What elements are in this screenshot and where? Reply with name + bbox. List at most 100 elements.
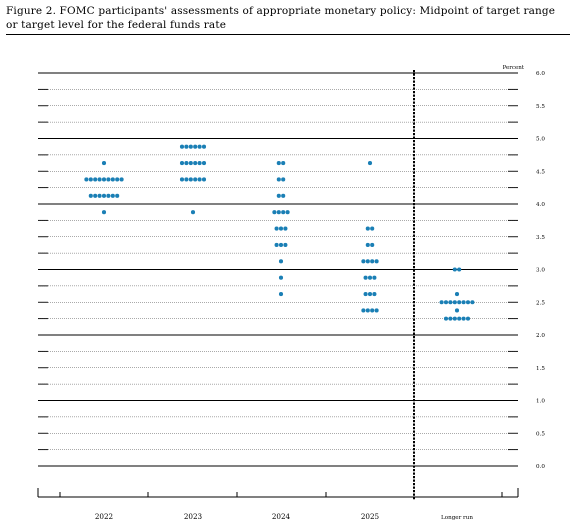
participant-dot xyxy=(439,300,444,305)
participant-dot xyxy=(93,177,98,182)
participant-dot xyxy=(278,259,284,264)
participant-dot xyxy=(119,177,124,182)
figure-title: Figure 2. FOMC participants' assessments… xyxy=(6,5,556,31)
participant-dot xyxy=(276,161,281,166)
participant-dot xyxy=(110,177,115,182)
participant-dot xyxy=(193,161,198,166)
participant-dot xyxy=(193,144,198,149)
y-tick-label: 2.5 xyxy=(536,300,545,306)
y-tick-label: 3.5 xyxy=(536,235,545,241)
participant-dot xyxy=(276,177,281,182)
participant-dot xyxy=(443,316,449,321)
participant-dot xyxy=(367,292,373,297)
title-rule xyxy=(6,34,570,35)
participant-dot xyxy=(443,300,449,305)
participant-dot xyxy=(193,177,198,182)
participant-dot xyxy=(184,144,189,149)
participant-dot xyxy=(188,177,193,182)
participant-dot xyxy=(88,193,93,198)
participant-dot xyxy=(190,210,196,215)
participant-dot xyxy=(101,161,107,166)
y-tick-label: 6.0 xyxy=(536,71,545,77)
x-category-label: Longer run xyxy=(441,515,473,521)
participant-dot xyxy=(465,316,471,321)
y-tick-label: 5.0 xyxy=(536,137,545,143)
participant-dot xyxy=(179,144,185,149)
participant-dot xyxy=(115,193,120,198)
participant-dot xyxy=(197,161,202,166)
participant-dot xyxy=(461,316,466,321)
participant-dot xyxy=(106,193,111,198)
participant-dot xyxy=(115,177,120,182)
participant-dot xyxy=(448,300,453,305)
participant-dot xyxy=(370,308,375,313)
y-tick-label: 1.0 xyxy=(536,399,545,405)
participant-dot xyxy=(370,259,375,264)
participant-dot xyxy=(452,267,457,272)
participant-dot xyxy=(367,275,373,280)
participant-dot xyxy=(365,242,370,247)
participant-dot xyxy=(184,161,189,166)
participant-dot xyxy=(93,193,98,198)
participant-dot xyxy=(365,259,370,264)
participant-dot xyxy=(201,144,207,149)
participant-dot xyxy=(365,226,370,231)
participant-dot xyxy=(197,144,202,149)
participant-dot xyxy=(184,177,189,182)
participant-dot xyxy=(281,177,286,182)
y-tick-label: 0.5 xyxy=(536,431,545,437)
participant-dot xyxy=(461,300,466,305)
participant-dot xyxy=(188,144,193,149)
participant-dot xyxy=(101,177,107,182)
participant-dot xyxy=(278,275,284,280)
participant-dot xyxy=(361,308,366,313)
participant-dot xyxy=(281,210,286,215)
participant-dot xyxy=(110,193,115,198)
participant-dot xyxy=(448,316,453,321)
participant-dot xyxy=(274,226,279,231)
participant-dot xyxy=(372,275,377,280)
participant-dot xyxy=(274,242,279,247)
participant-dot xyxy=(285,210,290,215)
participant-dot xyxy=(365,308,370,313)
participant-dot xyxy=(101,210,107,215)
participant-dot xyxy=(188,161,193,166)
participant-dot xyxy=(374,259,379,264)
participant-dot xyxy=(272,210,277,215)
participant-dot xyxy=(97,177,102,182)
participant-dot xyxy=(361,259,366,264)
participant-dot xyxy=(88,177,93,182)
participant-dot xyxy=(283,226,288,231)
participant-dot xyxy=(370,242,375,247)
participant-dot xyxy=(465,300,471,305)
participant-dot xyxy=(278,242,284,247)
participant-dot xyxy=(276,193,281,198)
participant-dot xyxy=(454,308,460,313)
participant-dot xyxy=(278,226,284,231)
participant-dot xyxy=(281,193,286,198)
participant-dot xyxy=(370,226,375,231)
participant-dot xyxy=(101,193,107,198)
participant-dot xyxy=(374,308,379,313)
participant-dot xyxy=(84,177,89,182)
participant-dot xyxy=(367,161,373,166)
participant-dot xyxy=(457,267,462,272)
x-category-label: 2024 xyxy=(272,512,291,521)
participant-dot xyxy=(276,210,281,215)
participant-dot xyxy=(454,292,460,297)
y-tick-label: 0.0 xyxy=(536,464,545,470)
x-category-label: 2022 xyxy=(95,512,113,521)
participant-dot xyxy=(281,161,286,166)
participant-dot xyxy=(283,242,288,247)
participant-dot xyxy=(97,193,102,198)
participant-dot xyxy=(201,177,207,182)
participant-dot xyxy=(179,161,185,166)
participant-dot xyxy=(201,161,207,166)
y-tick-label: 1.5 xyxy=(536,366,545,372)
participant-dot xyxy=(457,316,462,321)
participant-dot xyxy=(278,292,284,297)
participant-dot xyxy=(470,300,475,305)
participant-dot xyxy=(452,316,457,321)
unit-label: Percent xyxy=(503,65,525,71)
